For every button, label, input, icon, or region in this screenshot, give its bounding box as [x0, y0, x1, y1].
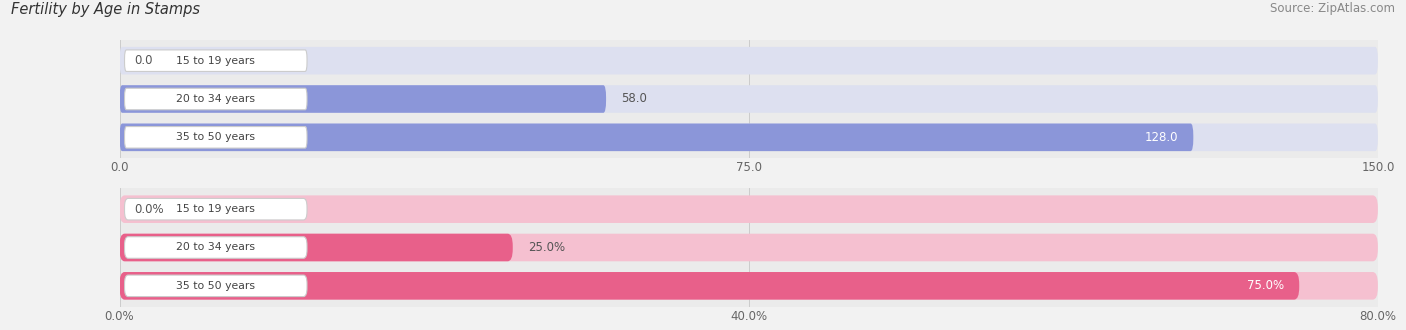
- Text: 128.0: 128.0: [1144, 131, 1178, 144]
- Text: 58.0: 58.0: [621, 92, 647, 106]
- Text: 35 to 50 years: 35 to 50 years: [176, 281, 256, 291]
- FancyBboxPatch shape: [120, 272, 1299, 300]
- FancyBboxPatch shape: [120, 195, 1378, 223]
- FancyBboxPatch shape: [120, 123, 1378, 151]
- Text: 25.0%: 25.0%: [527, 241, 565, 254]
- FancyBboxPatch shape: [120, 123, 1194, 151]
- Text: Fertility by Age in Stamps: Fertility by Age in Stamps: [11, 2, 200, 16]
- FancyBboxPatch shape: [120, 234, 513, 261]
- FancyBboxPatch shape: [120, 85, 1378, 113]
- Text: 15 to 19 years: 15 to 19 years: [176, 204, 256, 214]
- Text: 35 to 50 years: 35 to 50 years: [176, 132, 256, 142]
- FancyBboxPatch shape: [125, 237, 307, 258]
- FancyBboxPatch shape: [120, 272, 1378, 300]
- FancyBboxPatch shape: [125, 275, 307, 297]
- Text: 20 to 34 years: 20 to 34 years: [176, 243, 256, 252]
- FancyBboxPatch shape: [120, 234, 1378, 261]
- FancyBboxPatch shape: [120, 47, 1378, 75]
- FancyBboxPatch shape: [125, 88, 307, 110]
- FancyBboxPatch shape: [125, 50, 307, 71]
- Text: 0.0%: 0.0%: [135, 203, 165, 216]
- FancyBboxPatch shape: [120, 85, 606, 113]
- Text: Source: ZipAtlas.com: Source: ZipAtlas.com: [1270, 2, 1395, 15]
- Text: 0.0: 0.0: [135, 54, 153, 67]
- FancyBboxPatch shape: [125, 198, 307, 220]
- Text: 75.0%: 75.0%: [1247, 279, 1284, 292]
- Text: 20 to 34 years: 20 to 34 years: [176, 94, 256, 104]
- Text: 15 to 19 years: 15 to 19 years: [176, 56, 256, 66]
- FancyBboxPatch shape: [125, 127, 307, 148]
